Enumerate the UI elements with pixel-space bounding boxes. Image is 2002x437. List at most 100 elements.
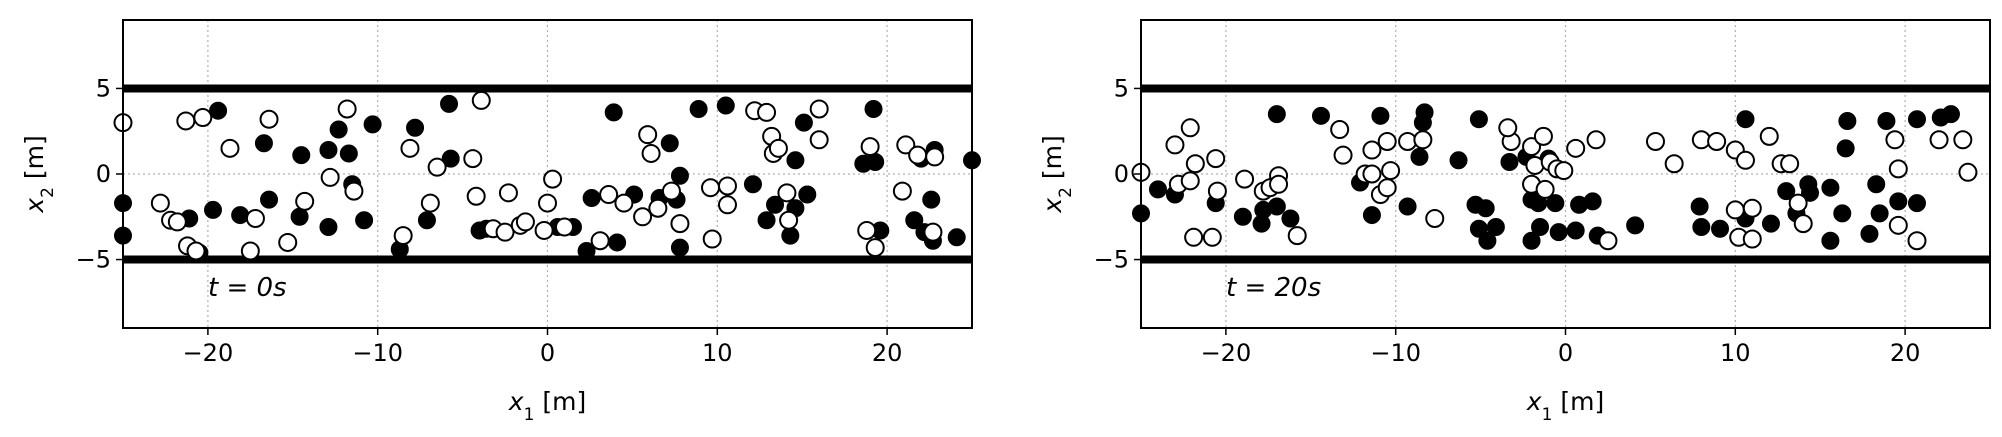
y-tick-label: −5: [76, 246, 111, 274]
open-particle-point: [220, 138, 240, 158]
open-particle-point: [599, 185, 619, 205]
filled-particle-point: [1410, 147, 1429, 166]
open-particle-point: [150, 193, 170, 213]
filled-particle-point: [440, 94, 459, 113]
open-particle-point: [908, 145, 928, 165]
open-particle-point: [167, 212, 187, 232]
y-axis-label: x2 [m]: [1038, 135, 1076, 213]
filled-particle-point: [441, 149, 460, 168]
open-particle-point: [633, 207, 653, 227]
open-particle-point: [1207, 181, 1227, 201]
filled-particle-point: [716, 96, 735, 115]
open-particle-point: [498, 183, 518, 203]
filled-particle-point: [231, 206, 250, 225]
filled-particle-point: [1500, 153, 1519, 172]
filled-particle-point: [1449, 151, 1468, 170]
filled-particle-point: [798, 185, 817, 204]
filled-particle-point: [577, 242, 596, 260]
subplot-left: −20 −10 0 10 20 −5 0 5 t = 0s x1 [m] x2 [m]: [20, 19, 981, 425]
filled-particle-point: [260, 190, 279, 209]
filled-particle-point: [1692, 218, 1711, 237]
open-particle-point: [923, 222, 943, 242]
open-particle-point: [259, 109, 279, 129]
open-particle-point: [1742, 229, 1762, 249]
open-particle-point: [463, 149, 483, 169]
wall-lines: [1141, 84, 1990, 264]
filled-particle-point: [1362, 206, 1381, 225]
open-particle-point: [337, 99, 357, 119]
open-particle-point: [534, 220, 554, 240]
open-particle-point: [1180, 171, 1200, 191]
open-particle-point: [1206, 149, 1226, 169]
axis-ticks: −20 −10 0 10 20 −5 0 5: [76, 74, 903, 367]
filled-particle-point: [864, 99, 883, 118]
x-tick-label: 20: [872, 339, 903, 367]
filled-particle-point: [608, 233, 627, 252]
filled-particle-point: [1398, 197, 1417, 216]
filled-particle-point: [406, 118, 425, 137]
filled-particle-point: [905, 211, 924, 230]
open-particle-point: [614, 193, 634, 213]
open-particle-point: [400, 138, 420, 158]
open-particle-point: [809, 99, 829, 119]
open-particle-point: [393, 226, 413, 246]
open-particle-point: [1598, 231, 1618, 251]
filled-particle-point: [290, 207, 309, 226]
open-particle-point: [1780, 154, 1800, 174]
open-particle-point: [768, 138, 788, 158]
filled-particle-point: [866, 153, 885, 172]
open-particle-point: [1202, 227, 1222, 247]
open-particle-point: [925, 147, 945, 167]
particle-points: [1131, 103, 1978, 251]
filled-particle-point: [254, 134, 273, 153]
filled-particle-point: [1469, 219, 1488, 238]
x-tick-label: 10: [702, 339, 733, 367]
filled-particle-point: [1583, 192, 1602, 211]
filled-particle-point: [209, 101, 228, 120]
open-particle-point: [245, 208, 265, 228]
filled-particle-point: [1531, 218, 1550, 237]
open-particle-point: [1953, 130, 1973, 150]
time-annotation: t = 0s: [208, 273, 287, 303]
filled-particle-point: [1711, 219, 1730, 238]
filled-particle-point: [1311, 106, 1330, 125]
filled-particle-point: [660, 134, 679, 153]
filled-particle-point: [319, 218, 338, 237]
open-particle-point: [1735, 150, 1755, 170]
filled-particle-point: [1867, 175, 1886, 194]
filled-particle-point: [1907, 194, 1926, 213]
filled-particle-point: [339, 144, 358, 163]
x-tick-label: −20: [183, 339, 234, 367]
filled-particle-point: [766, 195, 785, 214]
filled-particle-point: [1801, 183, 1820, 202]
open-particle-point: [466, 186, 486, 206]
open-particle-point: [892, 181, 912, 201]
filled-particle-point: [1877, 111, 1896, 130]
open-particle-point: [1586, 130, 1606, 150]
filled-particle-point: [1761, 214, 1780, 233]
filled-particle-point: [1736, 110, 1755, 129]
filled-particle-point: [1860, 224, 1879, 243]
open-particle-point: [1522, 137, 1542, 157]
open-particle-point: [1535, 179, 1555, 199]
filled-particle-point: [1478, 231, 1497, 250]
open-particle-point: [860, 137, 880, 157]
filled-particle-point: [757, 211, 776, 230]
filled-particle-point: [1821, 231, 1840, 250]
open-particle-point: [1566, 138, 1586, 158]
open-particle-point: [1554, 161, 1574, 181]
open-particle-point: [670, 214, 690, 234]
filled-particle-point: [743, 175, 762, 194]
open-particle-point: [471, 90, 491, 110]
filled-particle-point: [794, 113, 813, 132]
open-particle-point: [1645, 131, 1665, 151]
open-particle-point: [1888, 159, 1908, 179]
filled-particle-point: [1941, 105, 1960, 124]
open-particle-point: [1533, 126, 1553, 146]
open-particle-point: [1664, 154, 1684, 174]
x-tick-label: 0: [1558, 339, 1573, 367]
open-particle-point: [1269, 174, 1289, 194]
open-particle-point: [1525, 155, 1545, 175]
open-particle-point: [1180, 118, 1200, 138]
open-particle-point: [1793, 214, 1813, 234]
